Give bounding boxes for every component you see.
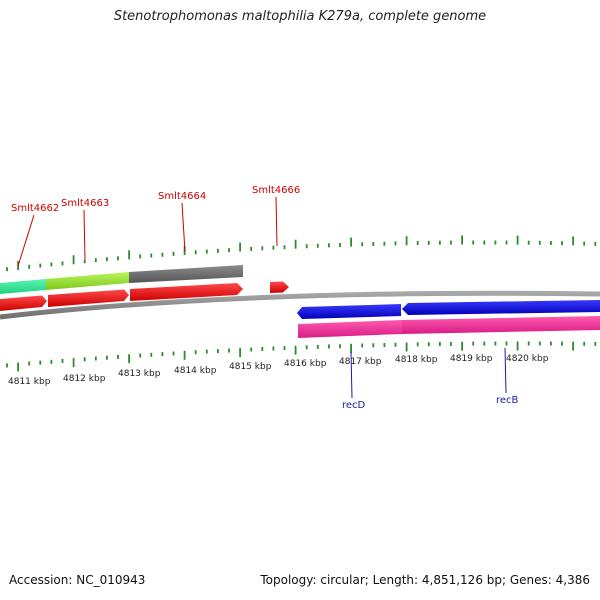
forward-gene-track [0, 281, 289, 312]
scale-label-4820: 4820 kbp [506, 354, 549, 364]
gene-arrow-smlt4664[interactable] [130, 283, 243, 301]
cds-block-teal[interactable] [0, 279, 46, 294]
gene-arrow-smlt4666[interactable] [270, 281, 289, 294]
genome-backbone [0, 290, 600, 320]
gene-label-smlt4663[interactable]: Smlt4663 [61, 198, 109, 209]
scale-label-4813: 4813 kbp [118, 369, 161, 379]
cds-block-pink-1[interactable] [298, 320, 402, 338]
gene-label-smlt4664[interactable]: Smlt4664 [158, 191, 206, 202]
scale-label-4812: 4812 kbp [63, 374, 106, 384]
accession-label: Accession: NC_010943 [9, 573, 146, 587]
reverse-gene-labels: recD recB [342, 347, 519, 411]
gene-label-recd[interactable]: recD [342, 400, 366, 411]
scale-label-4811: 4811 kbp [8, 377, 51, 387]
gene-label-smlt4666[interactable]: Smlt4666 [252, 185, 300, 196]
topology-stats: Topology: circular; Length: 4,851,126 bp… [260, 573, 590, 587]
inner-tick-ring [6, 341, 597, 372]
cds-track [0, 265, 243, 294]
forward-gene-labels: Smlt4662 Smlt4663 Smlt4664 Smlt4666 [11, 185, 300, 267]
scale-label-4814: 4814 kbp [174, 366, 217, 376]
outer-tick-ring [6, 235, 597, 272]
reverse-gene-track [297, 300, 600, 319]
scale-label-4816: 4816 kbp [284, 359, 327, 369]
gene-arrow-smlt4663[interactable] [48, 289, 129, 308]
page-title: Stenotrophomonas maltophilia K279a, comp… [113, 9, 487, 24]
gene-label-recb[interactable]: recB [496, 395, 519, 406]
scale-labels: 4811 kbp 4812 kbp 4813 kbp 4814 kbp 4815… [8, 354, 549, 387]
cds-block-grey[interactable] [129, 265, 243, 283]
scale-label-4819: 4819 kbp [450, 354, 493, 364]
scale-label-4818: 4818 kbp [395, 355, 438, 365]
gene-label-smlt4662[interactable]: Smlt4662 [11, 203, 59, 214]
cds-block-pink-2[interactable] [402, 316, 600, 334]
cds-block-lime[interactable] [46, 272, 129, 290]
gene-arrow-recd[interactable] [297, 304, 401, 319]
cds-track-lower [298, 316, 600, 338]
gene-arrow-recb[interactable] [402, 300, 600, 315]
scale-label-4817: 4817 kbp [339, 357, 382, 367]
gene-arrow-smlt4662[interactable] [0, 295, 47, 312]
scale-label-4815: 4815 kbp [229, 362, 272, 372]
